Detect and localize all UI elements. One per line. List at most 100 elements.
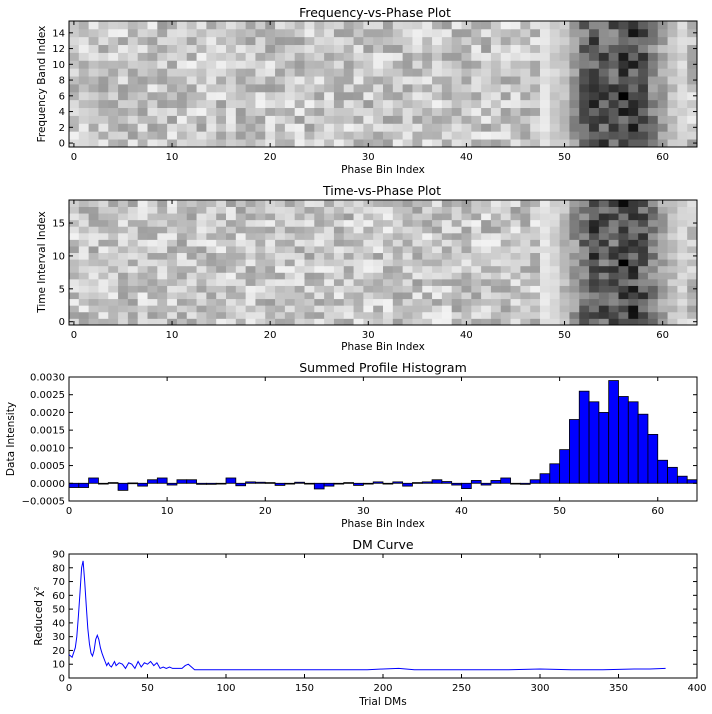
heatmap-cell <box>88 206 99 214</box>
heatmap-cell <box>510 292 521 300</box>
heatmap-cell <box>176 200 188 207</box>
heatmap-cell <box>196 206 207 214</box>
heatmap-cell <box>451 60 462 69</box>
heatmap-cell <box>98 272 109 280</box>
heatmap-cell <box>216 76 227 85</box>
heatmap-cell <box>677 60 688 69</box>
heatmap-cell <box>373 298 384 306</box>
histogram-bar <box>107 482 119 484</box>
heatmap-cell <box>108 213 119 221</box>
heatmap-cell <box>530 28 541 38</box>
y-tick-label: −0.0005 <box>22 497 65 508</box>
heatmap-cell <box>314 68 325 77</box>
heatmap-cell <box>127 219 139 227</box>
heatmap-cell <box>490 28 502 38</box>
heatmap-cell <box>275 259 286 267</box>
heatmap-cell <box>245 206 256 214</box>
heatmap-cell <box>108 292 119 300</box>
heatmap-cell <box>383 298 394 306</box>
heatmap-cell <box>657 259 668 267</box>
heatmap-cell <box>589 285 600 293</box>
heatmap-cell <box>137 139 148 148</box>
heatmap-cell <box>88 239 99 247</box>
heatmap-cell <box>540 265 551 273</box>
heatmap-cell <box>275 206 286 214</box>
heatmap-cell <box>353 21 364 30</box>
heatmap-cell <box>520 292 531 300</box>
heatmap-cell <box>677 139 688 148</box>
histogram-bar <box>304 482 315 485</box>
heatmap-cell <box>137 52 148 61</box>
heatmap-cell <box>255 219 266 227</box>
heatmap-cell <box>98 131 109 140</box>
histogram-bar <box>470 480 482 484</box>
heatmap-cell <box>392 52 404 61</box>
heatmap-cell <box>451 272 462 280</box>
heatmap-cell <box>490 131 502 140</box>
heatmap-cell <box>157 206 168 214</box>
heatmap-cell <box>206 278 217 286</box>
heatmap-cell <box>412 107 423 116</box>
heatmap-cell <box>137 131 148 140</box>
heatmap-cell <box>647 226 659 234</box>
heatmap-cell <box>69 265 80 273</box>
heatmap-cell <box>78 107 90 116</box>
heatmap-cell <box>441 36 453 46</box>
x-tick-label: 40 <box>455 506 468 517</box>
heatmap-cell <box>284 252 296 260</box>
heatmap-cell <box>363 206 374 214</box>
histogram-bar <box>588 401 600 484</box>
heatmap-cell <box>579 252 590 260</box>
heatmap-cell <box>98 292 109 300</box>
heatmap-cell <box>412 305 423 313</box>
heatmap-cell <box>137 246 148 254</box>
heatmap-cell <box>275 107 286 116</box>
heatmap-cell <box>363 272 374 280</box>
heatmap-cell <box>304 36 315 46</box>
heatmap-cell <box>451 292 462 300</box>
heatmap-cell <box>235 44 247 53</box>
heatmap-cell <box>324 305 335 313</box>
heatmap-cell <box>432 200 443 207</box>
heatmap-cell <box>373 311 384 319</box>
heatmap-cell <box>294 292 305 300</box>
heatmap-cell <box>167 131 178 140</box>
heatmap-cell <box>441 265 453 273</box>
heatmap-cell <box>677 259 688 267</box>
heatmap-cell <box>500 99 511 109</box>
heatmap-cell <box>333 200 345 207</box>
heatmap-cell <box>549 285 561 293</box>
heatmap-cell <box>432 68 443 77</box>
heatmap-cell <box>373 84 384 93</box>
heatmap-cell <box>157 305 168 313</box>
heatmap-cell <box>451 206 462 214</box>
heatmap-cell <box>137 68 148 77</box>
heatmap-cell <box>196 318 207 326</box>
heatmap-cell <box>628 278 639 286</box>
heatmap-cell <box>245 213 256 221</box>
heatmap-cell <box>559 305 570 313</box>
heatmap-cell <box>69 99 80 109</box>
heatmap-cell <box>540 107 551 116</box>
heatmap-cell <box>265 131 276 140</box>
heatmap-cell <box>226 99 237 109</box>
histogram-bar <box>147 479 158 484</box>
heatmap-cell <box>402 206 413 214</box>
heatmap-cell <box>137 84 148 93</box>
heatmap-cell <box>294 68 305 77</box>
heatmap-cell <box>147 123 158 132</box>
heatmap-cell <box>304 107 315 116</box>
heatmap-cell <box>363 60 374 69</box>
histogram-bar <box>235 482 247 487</box>
heatmap-cell <box>176 311 188 319</box>
heatmap-cell <box>78 131 90 140</box>
heatmap-cell <box>333 311 345 319</box>
heatmap-cell <box>245 298 256 306</box>
histogram-bar <box>549 463 561 484</box>
heatmap-cell <box>657 213 668 221</box>
histogram-bar <box>637 413 649 484</box>
heatmap-cell <box>235 232 247 240</box>
heatmap-cell <box>481 68 492 77</box>
heatmap-cell <box>108 84 119 93</box>
heatmap-cell <box>608 219 619 227</box>
